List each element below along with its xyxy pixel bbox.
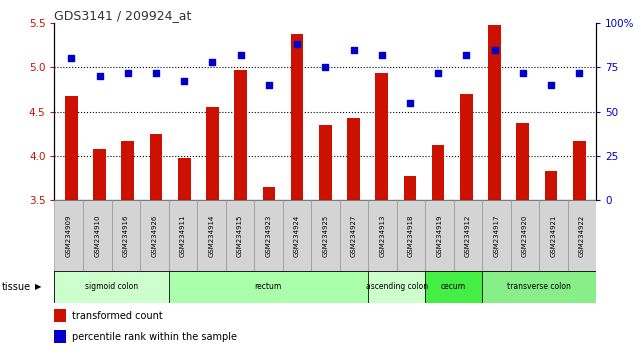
Text: GSM234914: GSM234914 (208, 214, 214, 257)
Bar (263, 187, 275, 200)
Text: GSM234918: GSM234918 (408, 214, 414, 257)
Text: GSM234927: GSM234927 (351, 214, 357, 257)
Bar (178, 158, 190, 200)
Bar (226, 200, 254, 271)
Text: GSM234926: GSM234926 (151, 214, 157, 257)
Text: transverse colon: transverse colon (507, 282, 571, 291)
Point (433, 70, 444, 75)
Text: GDS3141 / 209924_at: GDS3141 / 209924_at (54, 9, 192, 22)
Text: GSM234916: GSM234916 (123, 214, 129, 257)
Bar (488, 25, 501, 200)
Bar (235, 70, 247, 200)
Bar (54, 309, 67, 322)
Point (349, 47, 359, 52)
Text: rectum: rectum (254, 282, 282, 291)
Bar (425, 200, 454, 271)
Point (66, 56, 76, 61)
Text: GSM234911: GSM234911 (179, 214, 186, 257)
Text: cecum: cecum (441, 282, 466, 291)
Bar (368, 271, 425, 303)
Bar (112, 200, 140, 271)
Bar (404, 176, 416, 200)
Bar (94, 149, 106, 200)
Bar (54, 271, 169, 303)
Bar (432, 145, 444, 200)
Bar (517, 123, 529, 200)
Text: GSM234915: GSM234915 (237, 214, 243, 257)
Bar (539, 200, 568, 271)
Bar (150, 133, 162, 200)
Bar (376, 74, 388, 200)
Bar (568, 200, 596, 271)
Text: percentile rank within the sample: percentile rank within the sample (72, 332, 237, 342)
Bar (319, 125, 331, 200)
Bar (545, 171, 557, 200)
Point (518, 70, 528, 75)
Bar (83, 200, 112, 271)
Bar (511, 200, 539, 271)
Bar (454, 200, 482, 271)
Bar (425, 271, 482, 303)
Bar (65, 97, 78, 200)
Bar (368, 200, 397, 271)
Text: GSM234912: GSM234912 (465, 214, 471, 257)
Bar (54, 330, 67, 343)
Point (207, 59, 217, 65)
Text: transformed count: transformed count (72, 310, 163, 321)
Point (320, 64, 331, 70)
Text: tissue: tissue (1, 282, 30, 292)
Bar (311, 200, 340, 271)
Bar (169, 200, 197, 271)
Bar (197, 200, 226, 271)
Bar (482, 271, 596, 303)
Bar (347, 118, 360, 200)
Bar (54, 200, 83, 271)
Text: GSM234917: GSM234917 (494, 214, 499, 257)
Text: GSM234921: GSM234921 (551, 214, 556, 257)
Bar (340, 200, 368, 271)
Point (490, 47, 500, 52)
Text: sigmoid colon: sigmoid colon (85, 282, 138, 291)
Bar (573, 141, 585, 200)
Text: GSM234920: GSM234920 (522, 214, 528, 257)
Bar (122, 141, 134, 200)
Text: GSM234910: GSM234910 (94, 214, 100, 257)
Text: GSM234925: GSM234925 (322, 214, 328, 257)
Bar (206, 107, 219, 200)
Point (235, 52, 246, 58)
Bar (460, 94, 472, 200)
Point (377, 52, 387, 58)
Text: GSM234922: GSM234922 (579, 214, 585, 257)
Bar (291, 34, 303, 200)
Point (263, 82, 274, 88)
Point (546, 82, 556, 88)
Bar (169, 271, 368, 303)
Text: GSM234919: GSM234919 (437, 214, 442, 257)
Bar (254, 200, 283, 271)
Text: ▶: ▶ (35, 282, 42, 291)
Point (122, 70, 133, 75)
Point (94, 73, 104, 79)
Bar (140, 200, 169, 271)
Point (574, 70, 585, 75)
Bar (397, 200, 425, 271)
Text: GSM234909: GSM234909 (66, 214, 72, 257)
Point (151, 70, 161, 75)
Text: GSM234923: GSM234923 (265, 214, 271, 257)
Point (462, 52, 472, 58)
Bar (482, 200, 511, 271)
Text: GSM234924: GSM234924 (294, 214, 300, 257)
Point (405, 100, 415, 105)
Point (179, 79, 189, 84)
Bar (283, 200, 311, 271)
Text: ascending colon: ascending colon (365, 282, 428, 291)
Point (292, 41, 302, 47)
Text: GSM234913: GSM234913 (379, 214, 385, 257)
